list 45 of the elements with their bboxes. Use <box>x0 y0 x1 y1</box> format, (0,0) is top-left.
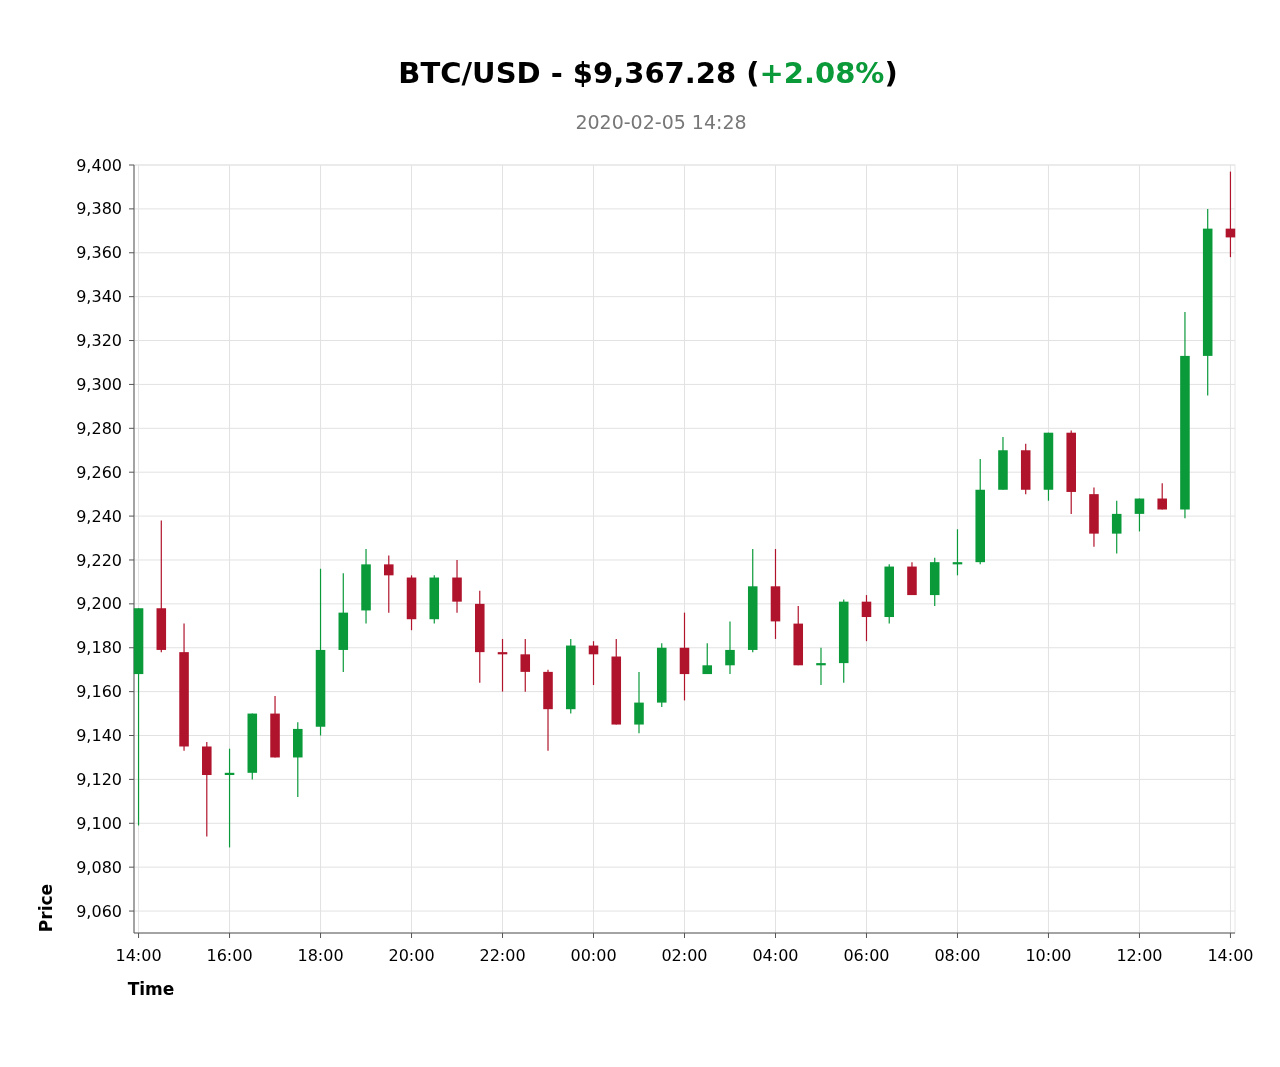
chart-title: BTC/USD - $9,367.28 (+2.08%) <box>398 56 898 90</box>
x-tick-label: 08:00 <box>934 946 981 965</box>
x-tick-label: 02:00 <box>661 946 708 965</box>
y-tick-label: 9,080 <box>76 857 122 877</box>
x-tick-label: 00:00 <box>570 946 617 965</box>
chart-subtitle: 2020-02-05 14:28 <box>575 111 747 133</box>
y-tick-label: 9,160 <box>76 682 122 702</box>
candlestick <box>702 642 713 675</box>
y-tick-label: 9,120 <box>76 770 122 789</box>
y-tick-label: 9,060 <box>76 901 122 921</box>
y-tick-label: 9,280 <box>76 418 122 438</box>
x-tick-label: 22:00 <box>479 946 526 965</box>
candlestick <box>816 647 826 686</box>
y-tick-label: 9,360 <box>76 243 122 263</box>
x-tick-label: 14:00 <box>115 946 162 965</box>
y-tick-label: 9,380 <box>76 199 122 219</box>
y-tick-label: 9,220 <box>76 550 122 570</box>
y-tick-label: 9,240 <box>76 506 122 526</box>
y-axis-title: Price <box>36 883 56 933</box>
y-tick-label: 9,300 <box>76 375 122 395</box>
candlestick <box>384 554 394 614</box>
x-tick-label: 18:00 <box>297 946 344 965</box>
x-tick-label: 16:00 <box>206 946 253 965</box>
candlestick <box>634 671 644 734</box>
candlestick <box>1111 500 1122 554</box>
x-tick-label: 20:00 <box>388 946 435 965</box>
y-tick-label: 9,320 <box>76 331 122 351</box>
y-tick-label: 9,140 <box>76 726 122 746</box>
x-axis-title: Time <box>127 979 175 999</box>
x-tick-label: 14:00 <box>1207 946 1254 965</box>
x-tick-label: 06:00 <box>843 946 890 965</box>
y-tick-label: 9,180 <box>76 638 122 658</box>
candlestick <box>725 620 735 675</box>
y-tick-label: 9,340 <box>76 287 122 307</box>
candlestick <box>520 638 531 693</box>
candlestick <box>1157 482 1167 511</box>
y-tick-label: 9,200 <box>76 594 122 614</box>
x-tick-label: 04:00 <box>752 946 799 965</box>
y-tick-label: 9,400 <box>76 155 122 175</box>
x-tick-label: 12:00 <box>1116 946 1163 965</box>
y-tick-label: 9,260 <box>76 462 122 482</box>
candlestick <box>861 594 872 642</box>
x-tick-label: 10:00 <box>1025 946 1072 965</box>
candlestick <box>1134 497 1145 533</box>
y-tick-label: 9,100 <box>76 813 122 833</box>
